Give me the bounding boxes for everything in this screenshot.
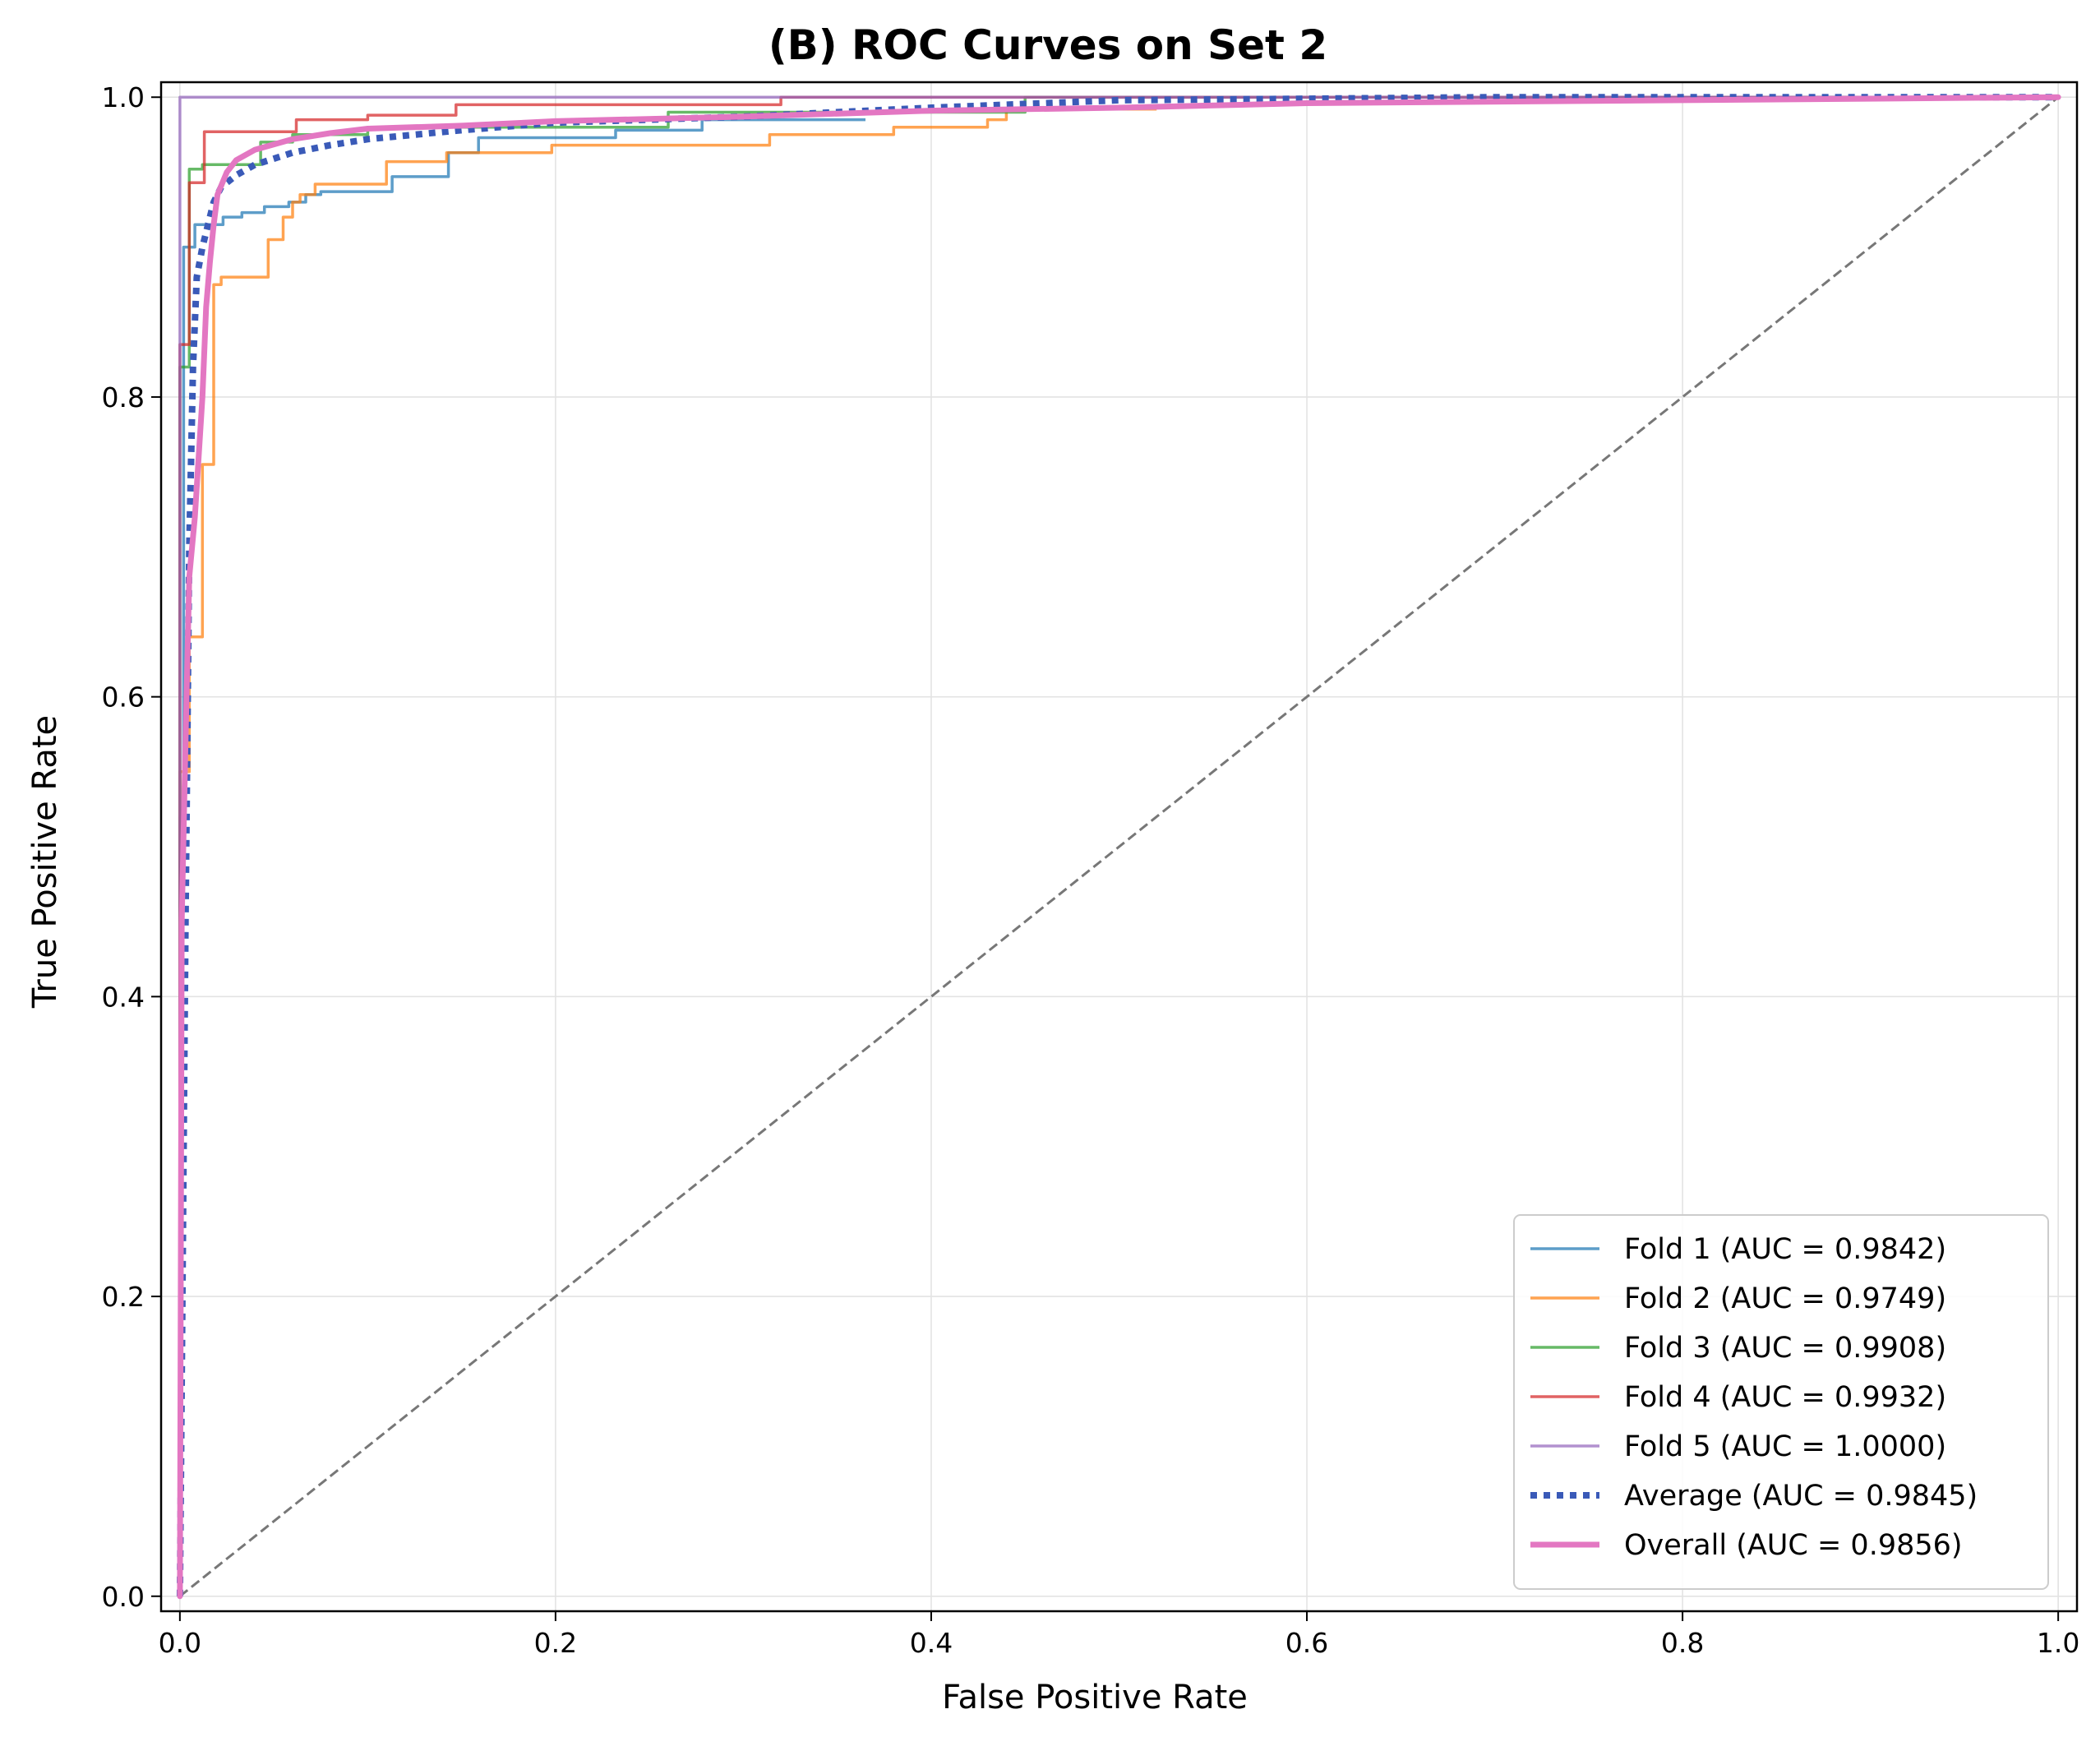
series-lines xyxy=(176,94,2061,1600)
x-tick-label: 0.0 xyxy=(159,1627,201,1659)
y-tick-label: 0.4 xyxy=(102,981,145,1013)
chart-title: (B) ROC Curves on Set 2 xyxy=(768,21,1327,69)
x-axis-ticks: 0.0 0.2 0.4 0.6 0.8 1.0 xyxy=(159,1611,2079,1659)
series-line-4 xyxy=(178,95,2059,1596)
y-tick-label: 0.2 xyxy=(102,1281,145,1313)
series-line-7 xyxy=(177,94,2061,1600)
legend-label: Fold 5 (AUC = 1.0000) xyxy=(1624,1430,1946,1463)
legend-label: Overall (AUC = 0.9856) xyxy=(1624,1529,1963,1562)
y-tick-label: 0.6 xyxy=(102,681,145,714)
legend-box xyxy=(1513,1214,2049,1590)
x-tick-label: 0.2 xyxy=(534,1627,577,1659)
y-tick-label: 1.0 xyxy=(102,81,145,113)
legend-label: Fold 2 (AUC = 0.9749) xyxy=(1624,1282,1946,1315)
y-tick-label: 0.8 xyxy=(102,381,145,413)
x-tick-label: 1.0 xyxy=(2037,1627,2079,1659)
x-tick-label: 0.6 xyxy=(1285,1627,1328,1659)
legend-label: Average (AUC = 0.9845) xyxy=(1624,1480,1978,1513)
legend: Fold 1 (AUC = 0.9842) Fold 2 (AUC = 0.974… xyxy=(1513,1214,2049,1590)
random-classifier-line xyxy=(178,96,2060,1597)
plot-frame xyxy=(159,81,2079,1613)
reference-diagonal xyxy=(178,96,2060,1597)
legend-label: Fold 1 (AUC = 0.9842) xyxy=(1624,1233,1946,1266)
series-line-6 xyxy=(176,94,2059,1596)
series-line-2 xyxy=(178,108,1157,1596)
x-tick-label: 0.4 xyxy=(910,1627,953,1659)
series-line-1 xyxy=(178,118,865,1596)
legend-label: Fold 3 (AUC = 0.9908) xyxy=(1624,1332,1946,1365)
x-tick-label: 0.8 xyxy=(1661,1627,1704,1659)
legend-label: Fold 4 (AUC = 0.9932) xyxy=(1624,1381,1946,1414)
y-tick-label: 0.0 xyxy=(102,1581,145,1613)
y-axis-label: True Positive Rate xyxy=(26,715,64,1009)
x-axis-label: False Positive Rate xyxy=(942,1679,1248,1716)
y-axis-ticks: 0.0 0.2 0.4 0.6 0.8 1.0 xyxy=(102,81,161,1613)
